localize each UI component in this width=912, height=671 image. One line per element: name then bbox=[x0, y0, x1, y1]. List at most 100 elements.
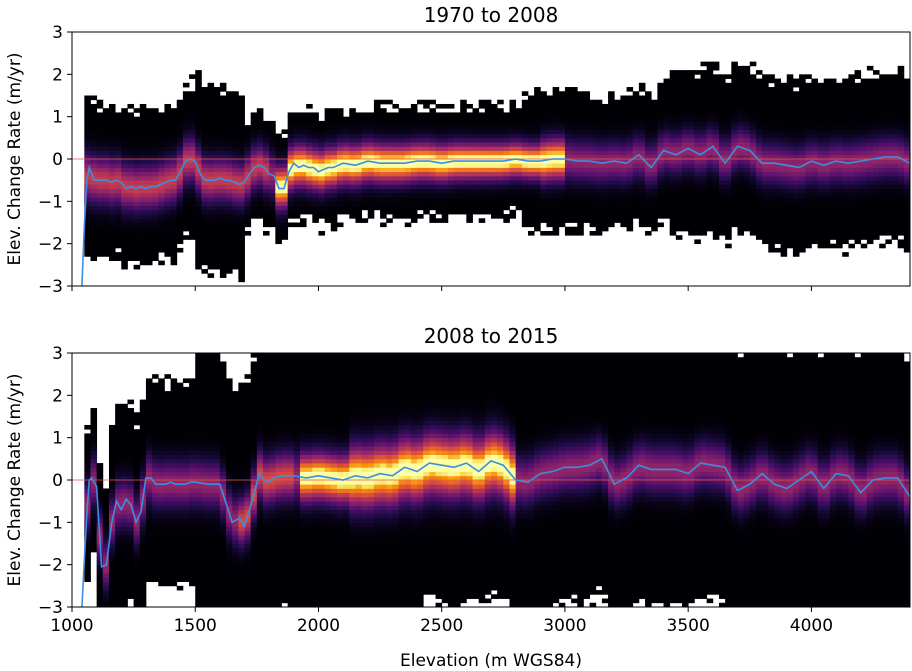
heatmap-cell bbox=[299, 218, 307, 223]
heatmap-cell bbox=[700, 209, 708, 215]
heatmap-cell bbox=[491, 201, 498, 206]
heatmap-cell bbox=[145, 403, 153, 409]
heatmap-cell bbox=[879, 133, 886, 139]
heatmap-cell bbox=[121, 205, 128, 211]
heatmap-cell bbox=[90, 146, 98, 151]
heatmap-cell bbox=[435, 175, 443, 181]
heatmap-cell bbox=[527, 116, 535, 122]
heatmap-cell bbox=[558, 214, 566, 219]
heatmap-cell bbox=[256, 197, 264, 202]
heatmap-cell bbox=[620, 175, 627, 181]
heatmap-cell bbox=[774, 226, 781, 232]
heatmap-cell bbox=[601, 137, 609, 143]
heatmap-cell bbox=[158, 142, 165, 147]
heatmap-cell bbox=[873, 222, 880, 228]
heatmap-cell bbox=[176, 188, 184, 194]
heatmap-cell bbox=[897, 133, 905, 139]
heatmap-cell bbox=[349, 137, 356, 143]
heatmap-cell bbox=[281, 167, 289, 173]
heatmap-cell bbox=[755, 188, 763, 194]
heatmap-cell bbox=[90, 526, 98, 532]
heatmap-cell bbox=[121, 505, 128, 511]
heatmap-cell bbox=[127, 247, 135, 253]
heatmap-cell bbox=[731, 82, 738, 88]
heatmap-cell bbox=[688, 218, 695, 223]
heatmap-cell bbox=[84, 230, 91, 236]
heatmap-cell bbox=[90, 108, 98, 113]
heatmap-cell bbox=[90, 112, 98, 118]
heatmap-cell bbox=[552, 201, 560, 206]
heatmap-cell bbox=[601, 125, 609, 130]
heatmap-cell bbox=[349, 120, 356, 126]
heatmap-cell bbox=[404, 154, 412, 160]
heatmap-cell bbox=[700, 112, 708, 118]
heatmap-cell bbox=[460, 188, 467, 194]
heatmap-cell bbox=[669, 180, 677, 185]
heatmap-cell bbox=[189, 197, 196, 202]
heatmap-cell bbox=[121, 568, 128, 574]
heatmap-cell bbox=[503, 197, 510, 202]
heatmap-cell bbox=[441, 192, 449, 198]
heatmap-cell bbox=[731, 175, 738, 181]
heatmap-cell bbox=[774, 108, 781, 113]
heatmap-cell bbox=[269, 120, 276, 126]
heatmap-cell bbox=[435, 125, 443, 130]
heatmap-cell bbox=[842, 184, 849, 190]
heatmap-cell bbox=[152, 535, 159, 540]
heatmap-cell bbox=[786, 129, 794, 134]
heatmap-cell bbox=[527, 171, 535, 177]
heatmap-cell bbox=[583, 95, 590, 101]
heatmap-cell bbox=[903, 167, 911, 173]
heatmap-cell bbox=[663, 180, 671, 185]
heatmap-cell bbox=[626, 218, 634, 223]
heatmap-cell bbox=[774, 120, 781, 126]
heatmap-cell bbox=[521, 150, 529, 156]
heatmap-cell bbox=[152, 154, 159, 160]
heatmap-cell bbox=[577, 167, 584, 173]
heatmap-cell bbox=[244, 192, 252, 198]
heatmap-cell bbox=[842, 120, 849, 126]
heatmap-cell bbox=[244, 137, 252, 143]
heatmap-cell bbox=[860, 205, 868, 211]
heatmap-cell bbox=[219, 205, 227, 211]
heatmap-cell bbox=[127, 222, 135, 228]
heatmap-cell bbox=[891, 74, 899, 79]
heatmap-cell bbox=[207, 175, 215, 181]
heatmap-cell bbox=[712, 184, 720, 190]
heatmap-cell bbox=[786, 197, 794, 202]
heatmap-cell bbox=[263, 146, 270, 151]
heatmap-cell bbox=[102, 243, 110, 249]
heatmap-cell bbox=[638, 218, 646, 223]
heatmap-cell bbox=[583, 120, 590, 126]
heatmap-cell bbox=[139, 577, 147, 582]
heatmap-cell bbox=[700, 99, 708, 105]
heatmap-cell bbox=[571, 108, 578, 113]
heatmap-cell bbox=[90, 95, 98, 101]
heatmap-cell bbox=[355, 133, 362, 139]
heatmap-cell bbox=[848, 142, 855, 147]
heatmap-cell bbox=[256, 133, 264, 139]
heatmap-cell bbox=[749, 99, 757, 105]
heatmap-cell bbox=[392, 116, 399, 122]
heatmap-cell bbox=[762, 142, 769, 147]
heatmap-cell bbox=[115, 446, 122, 451]
heatmap-cell bbox=[737, 201, 745, 206]
heatmap-cell bbox=[386, 129, 393, 134]
heatmap-cell bbox=[238, 142, 245, 147]
heatmap-cell bbox=[897, 103, 905, 109]
heatmap-cell bbox=[226, 99, 233, 105]
heatmap-cell bbox=[780, 222, 788, 228]
heatmap-cell bbox=[256, 146, 264, 151]
heatmap-cell bbox=[700, 171, 708, 177]
heatmap-cell bbox=[232, 137, 239, 143]
heatmap-cell bbox=[891, 120, 899, 126]
heatmap-cell bbox=[133, 526, 141, 532]
heatmap-cell bbox=[460, 137, 467, 143]
heatmap-cell bbox=[170, 209, 178, 215]
heatmap-cell bbox=[478, 188, 486, 194]
heatmap-cell bbox=[823, 87, 831, 92]
heatmap-cell bbox=[299, 188, 307, 194]
heatmap-cell bbox=[885, 230, 892, 236]
heatmap-cell bbox=[601, 197, 609, 202]
heatmap-cell bbox=[269, 197, 276, 202]
